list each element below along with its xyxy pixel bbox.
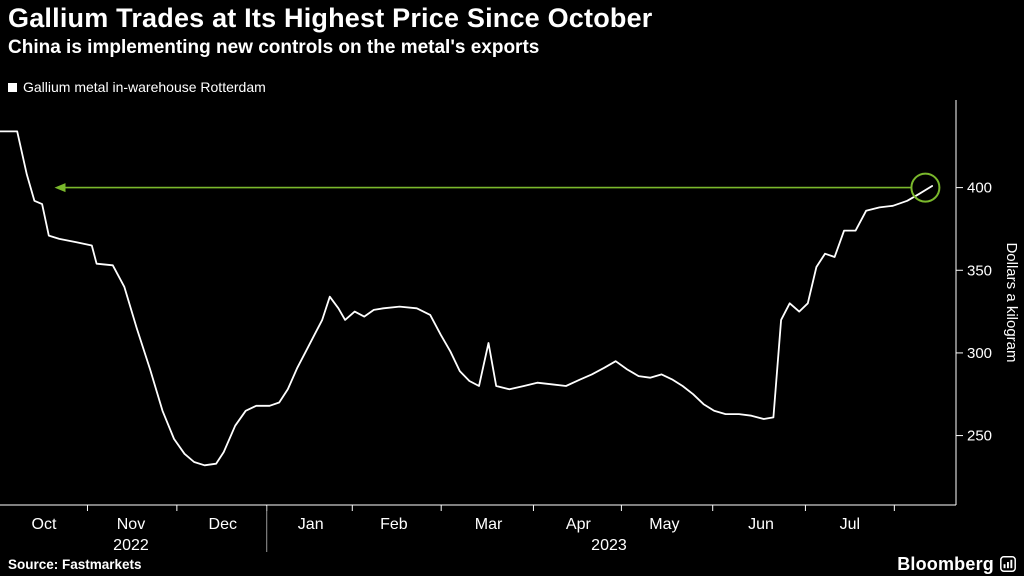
y-tick-label: 350 xyxy=(967,262,992,279)
y-axis-title: Dollars a kilogram xyxy=(1003,242,1020,362)
x-month-label: Apr xyxy=(566,516,592,533)
price-line-chart: 250 300 350 400 Dollars a kilogram Oct Nov Dec J… xyxy=(0,100,1020,554)
chart-subtitle: China is implementing new controls on th… xyxy=(8,37,540,59)
x-month-label: Dec xyxy=(209,516,237,533)
bloomberg-logo-text: Bloomberg xyxy=(897,553,994,574)
y-tick-label: 400 xyxy=(967,180,992,197)
legend: Gallium metal in-warehouse Rotterdam xyxy=(8,79,266,95)
bloomberg-terminal-icon xyxy=(1000,556,1016,572)
x-month-label: Mar xyxy=(475,516,503,533)
bloomberg-logo: Bloomberg xyxy=(897,554,1016,575)
y-tick-label: 250 xyxy=(967,428,992,445)
x-year-label: 2022 xyxy=(113,537,149,554)
x-month-label: Jul xyxy=(840,516,860,533)
footer: Source: Fastmarkets Bloomberg xyxy=(0,552,1024,576)
highlight-arrow-head-icon xyxy=(54,183,66,193)
x-month-label: May xyxy=(649,516,679,533)
chart-header: Gallium Trades at Its Highest Price Sinc… xyxy=(8,3,1016,59)
y-tick-label: 300 xyxy=(967,345,992,362)
x-month-label: Oct xyxy=(32,516,57,533)
x-year-label: 2023 xyxy=(591,537,627,554)
x-month-label: Nov xyxy=(117,516,145,533)
legend-label: Gallium metal in-warehouse Rotterdam xyxy=(23,79,266,95)
x-month-label: Feb xyxy=(380,516,408,533)
x-month-label: Jan xyxy=(298,516,324,533)
chart-title: Gallium Trades at Its Highest Price Sinc… xyxy=(8,3,653,33)
price-line xyxy=(0,130,933,467)
source-credit: Source: Fastmarkets xyxy=(8,556,142,572)
legend-square-marker-icon xyxy=(8,82,17,92)
x-month-label: Jun xyxy=(748,516,774,533)
highlight-circle xyxy=(910,172,941,203)
